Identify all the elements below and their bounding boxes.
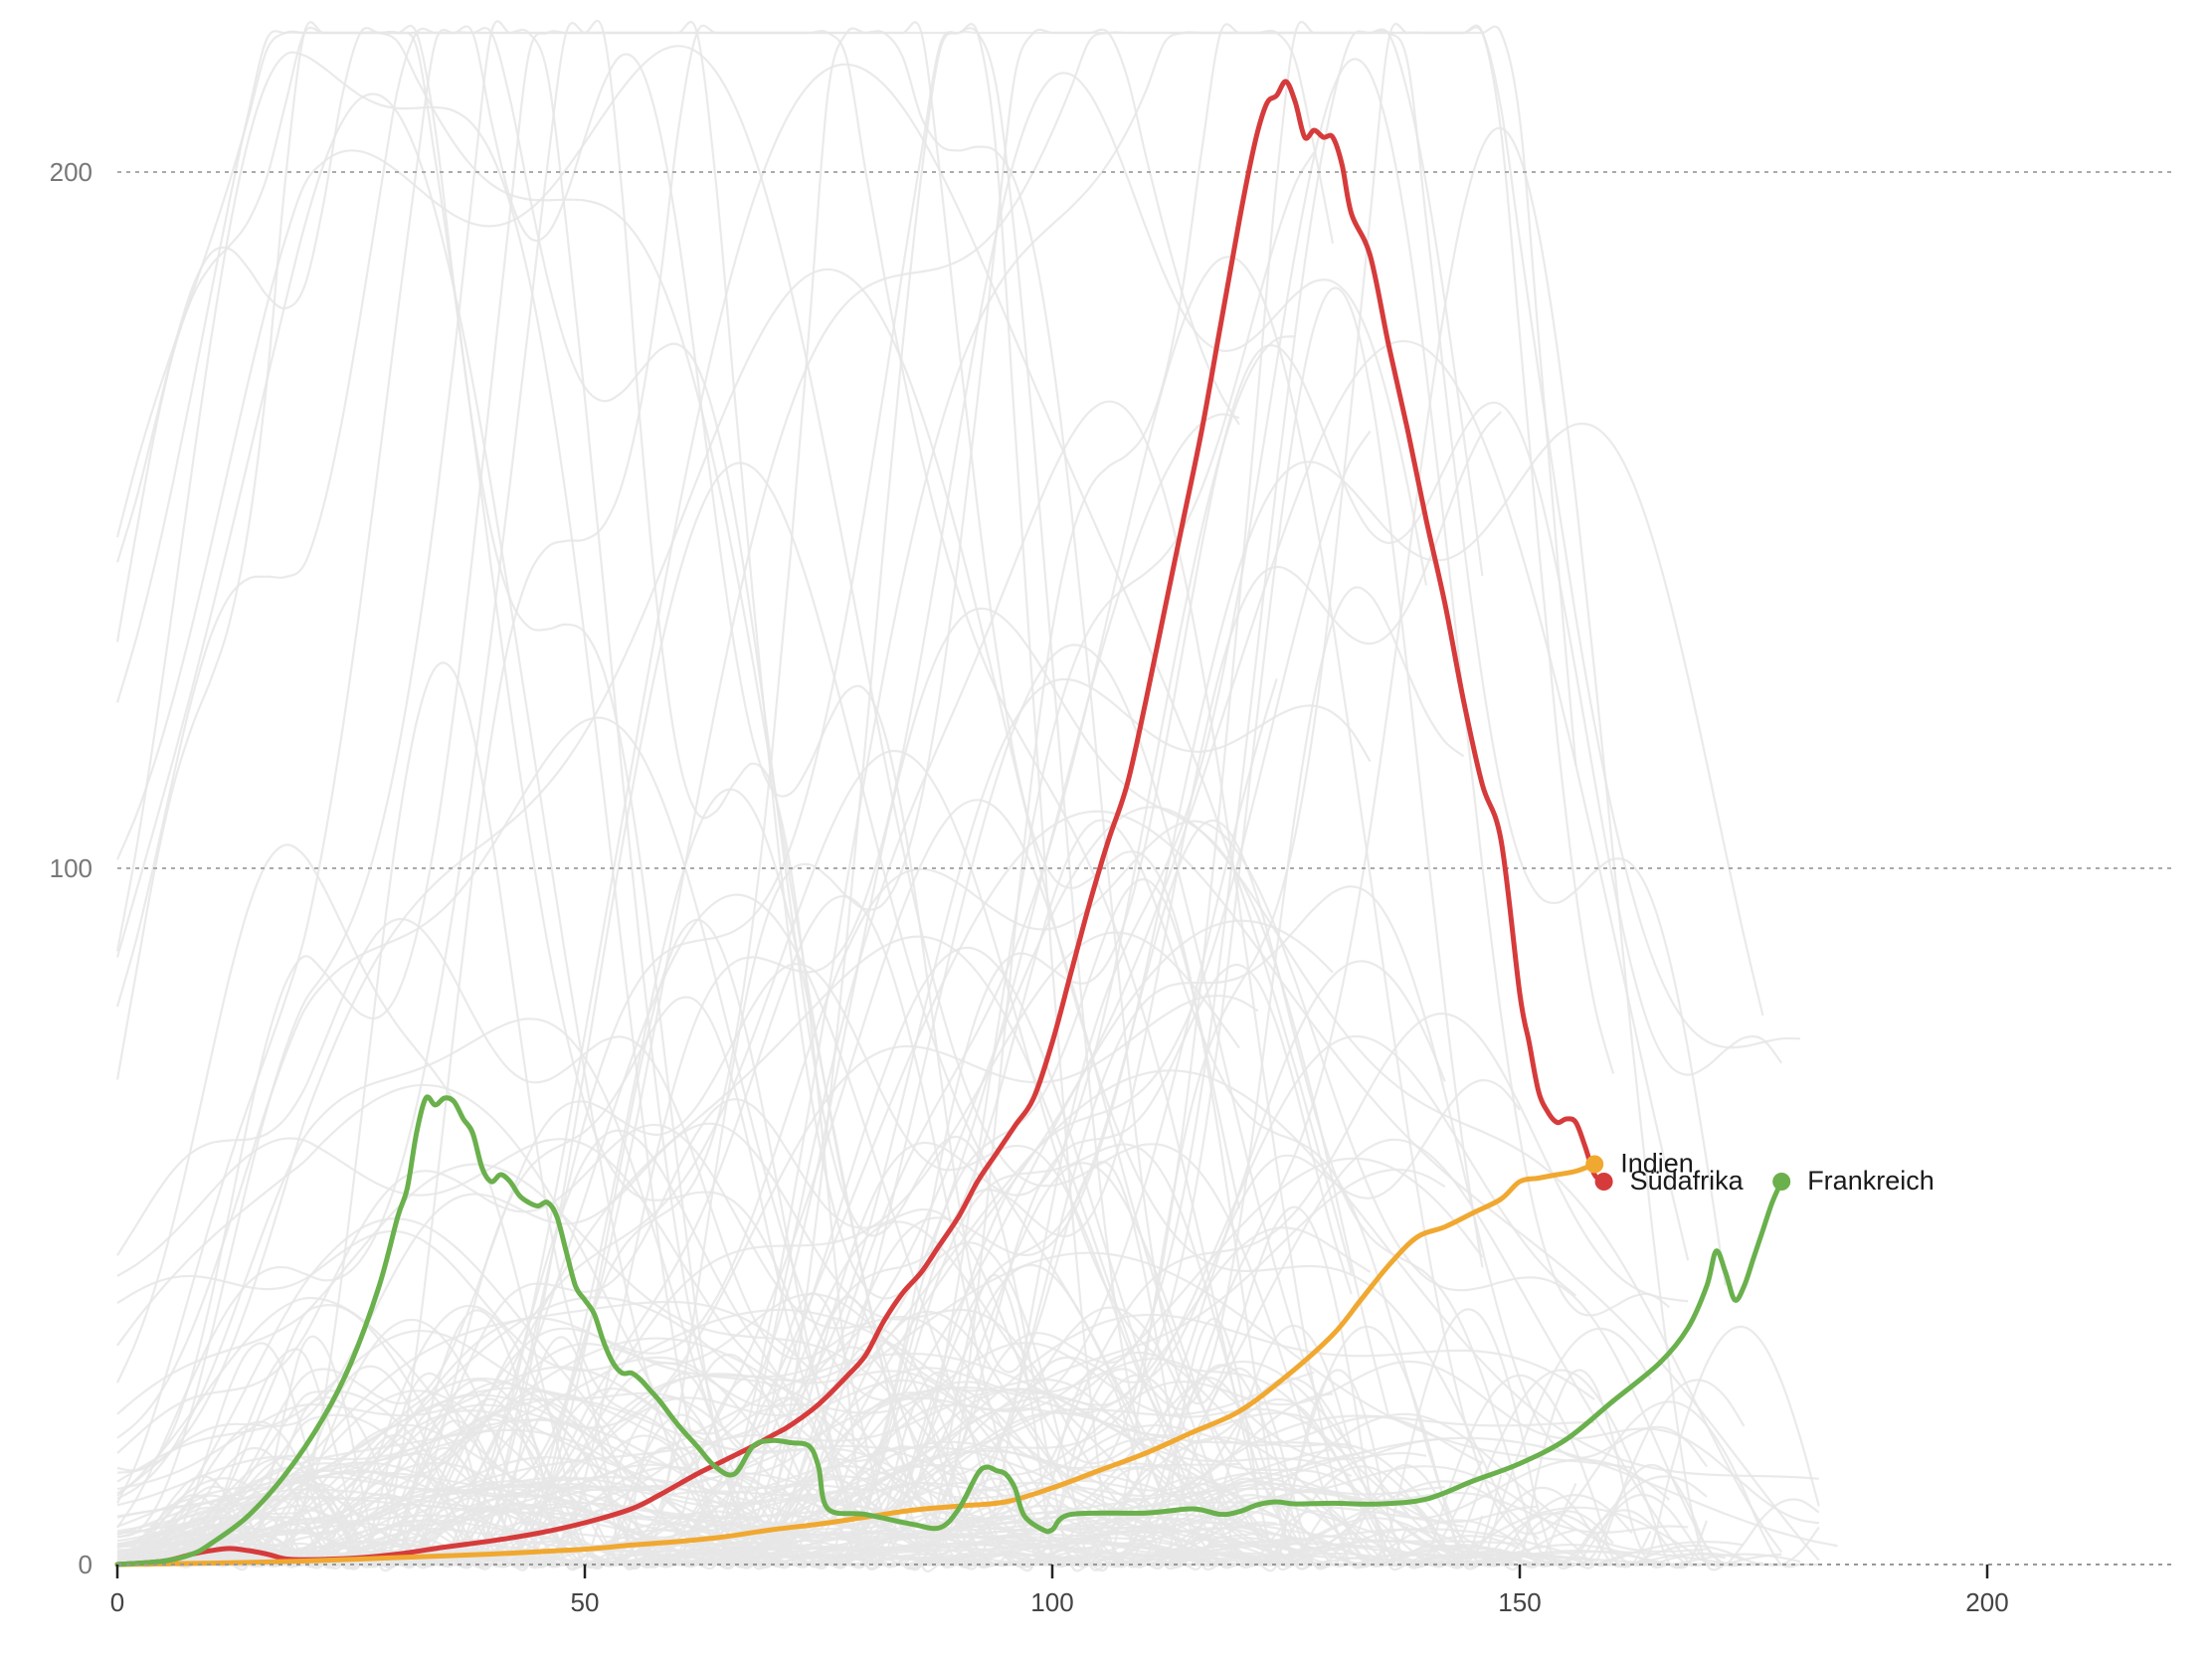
y-tick-label: 0 xyxy=(79,1550,92,1579)
background-country-lines xyxy=(115,19,1838,1573)
background-line xyxy=(116,1123,1297,1566)
x-tick-label: 0 xyxy=(110,1587,124,1617)
background-line xyxy=(116,28,1484,1569)
background-line xyxy=(116,1418,1782,1567)
background-line xyxy=(116,23,1296,1572)
series-line xyxy=(114,79,1607,1567)
background-line xyxy=(116,1069,1819,1567)
series-label: Indien xyxy=(1620,1149,1694,1179)
background-line xyxy=(116,1137,1445,1567)
background-line xyxy=(116,644,1671,1568)
background-line xyxy=(116,58,1671,1570)
x-tick-label: 100 xyxy=(1030,1587,1073,1617)
gridlines: 0 100 200 xyxy=(50,157,2173,1579)
background-line xyxy=(116,1157,1484,1567)
background-line xyxy=(116,810,1820,1567)
y-tick-label: 200 xyxy=(50,157,92,187)
background-line xyxy=(116,72,1428,1567)
background-line xyxy=(116,268,1651,1567)
y-tick-label: 100 xyxy=(50,853,92,883)
background-line xyxy=(115,45,1577,1569)
background-line xyxy=(116,1487,1315,1559)
series-label: Frankreich xyxy=(1807,1166,1935,1196)
series-line xyxy=(114,1162,1597,1567)
series-end-marker xyxy=(1594,1173,1613,1191)
x-tick-label: 150 xyxy=(1498,1587,1541,1617)
series-label: Südafrika xyxy=(1630,1166,1745,1196)
series-line xyxy=(114,1094,1784,1567)
x-tick-label: 200 xyxy=(1965,1587,2008,1617)
background-line xyxy=(116,28,1727,1571)
series-end-marker xyxy=(1585,1155,1604,1174)
background-line xyxy=(116,28,1240,1569)
background-line xyxy=(116,26,1801,1570)
background-line xyxy=(115,25,1278,1571)
highlighted-series xyxy=(114,79,1791,1567)
x-axis: 0 50 100 150 200 xyxy=(110,1564,2173,1617)
background-line xyxy=(116,28,1484,1570)
background-line xyxy=(116,917,1708,1567)
series-end-marker xyxy=(1772,1173,1791,1191)
x-tick-label: 50 xyxy=(571,1587,600,1617)
background-line xyxy=(116,1308,1595,1563)
background-line xyxy=(116,256,1801,1568)
background-line xyxy=(116,1502,1296,1564)
